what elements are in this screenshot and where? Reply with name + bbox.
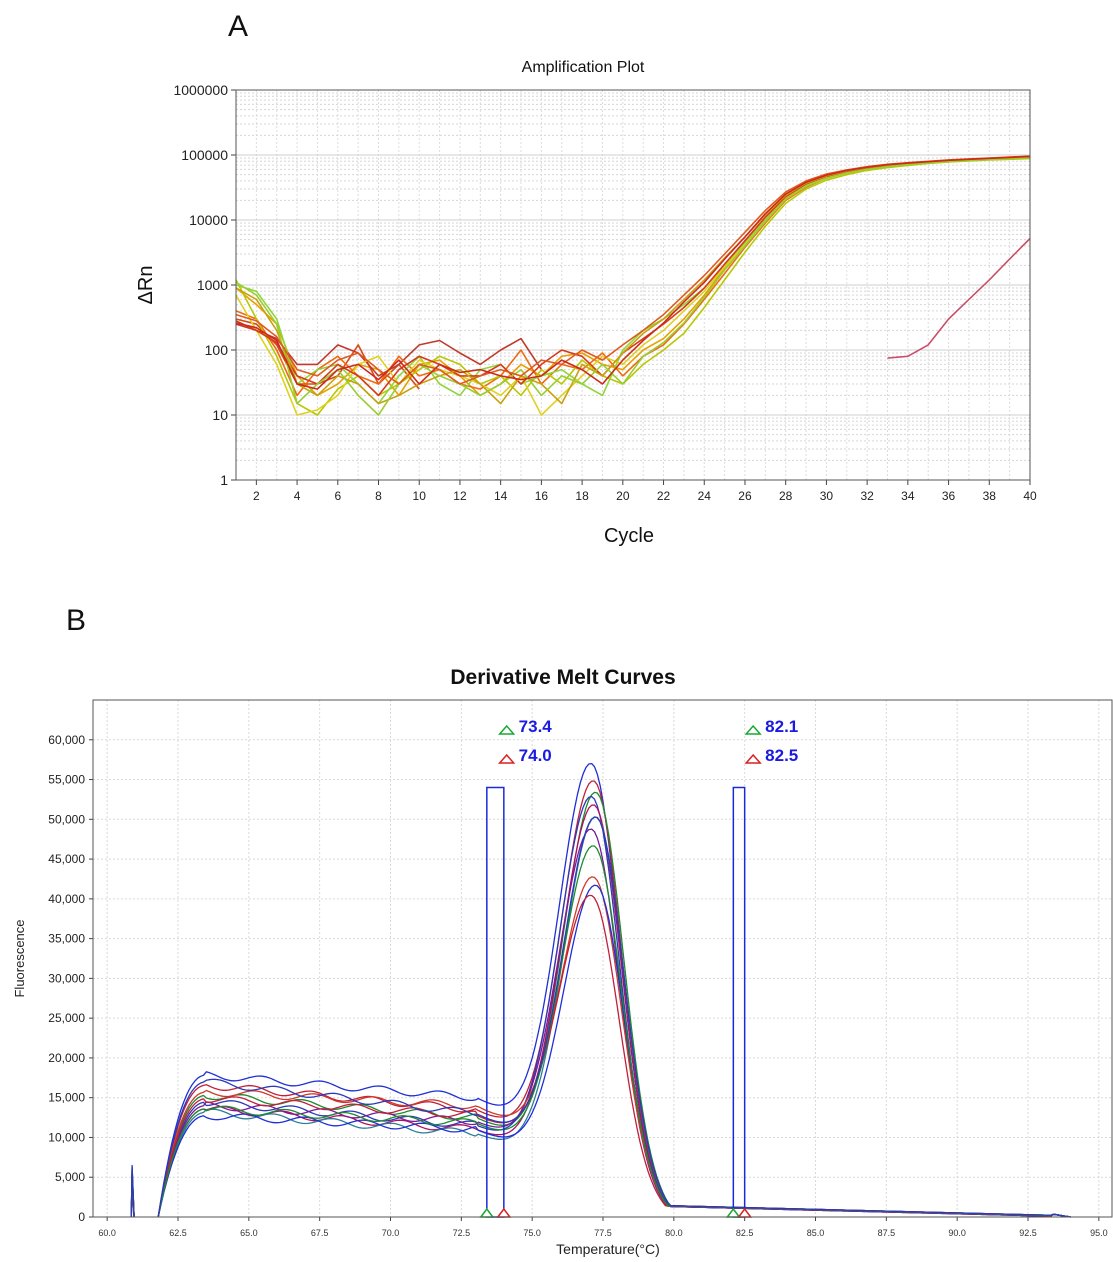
y-tick-label: 50,000 — [48, 812, 85, 826]
y-tick-label: 60,000 — [48, 733, 85, 747]
x-tick-label: 16 — [535, 489, 549, 503]
y-axis-label: ΔRn — [135, 266, 157, 305]
x-tick-label: 10 — [413, 489, 427, 503]
x-tick-label: 28 — [779, 489, 793, 503]
marker-label: 73.4 — [519, 717, 553, 736]
y-axis-label: Fluorescence — [12, 919, 27, 997]
y-tick-label: 45,000 — [48, 852, 85, 866]
marker-label: 82.5 — [765, 746, 798, 765]
plot-area — [93, 700, 1113, 1217]
y-tick-label: 1 — [220, 472, 228, 488]
x-tick-label: 20 — [616, 489, 630, 503]
y-tick-label: 15,000 — [48, 1091, 85, 1105]
x-tick-label: 60.0 — [98, 1228, 116, 1238]
x-tick-label: 26 — [738, 489, 752, 503]
x-tick-label: 82.5 — [736, 1228, 754, 1238]
x-tick-label: 75.0 — [523, 1228, 541, 1238]
x-tick-label: 8 — [375, 489, 382, 503]
x-axis-label: Temperature(°C) — [556, 1241, 660, 1257]
x-tick-label: 38 — [983, 489, 997, 503]
x-tick-label: 22 — [657, 489, 671, 503]
chart-title: Amplification Plot — [522, 59, 645, 76]
marker-triangle-icon — [744, 753, 762, 764]
series-line — [235, 157, 1031, 416]
derivative-melt-curves-plot: 60.0 62.5 65.0 67.5 70.0 72.5 75.0 77.5 80.0 82.5… — [12, 666, 1113, 1257]
x-tick-label: 34 — [901, 489, 915, 503]
y-tick-label: 100 — [205, 342, 229, 358]
marker-triangle-icon — [498, 753, 516, 764]
x-tick-label: 2 — [253, 489, 260, 503]
panel-b-letter: B — [66, 604, 87, 637]
y-tick-label: 25,000 — [48, 1011, 85, 1025]
x-tick-label: 6 — [334, 489, 341, 503]
melt-curve — [130, 816, 1071, 1218]
x-tick-label: 72.5 — [453, 1228, 471, 1238]
x-tick-label: 62.5 — [169, 1228, 187, 1238]
x-tick-label: 32 — [860, 489, 874, 503]
panel-a-letter: A — [228, 10, 249, 43]
y-tick-label: 40,000 — [48, 892, 85, 906]
series-line — [235, 155, 1031, 390]
x-axis-label: Cycle — [604, 525, 654, 547]
x-tick-label: 95.0 — [1090, 1228, 1108, 1238]
y-tick-label: 10,000 — [48, 1130, 85, 1144]
y-tick-label: 30,000 — [48, 971, 85, 985]
y-tick-label: 20,000 — [48, 1051, 85, 1065]
y-tick-label: 5,000 — [55, 1170, 85, 1184]
x-tick-label: 18 — [575, 489, 589, 503]
plot-frame — [235, 89, 1031, 481]
marker-label: 74.0 — [519, 746, 552, 765]
x-tick-label: 77.5 — [594, 1228, 612, 1238]
plot-frame — [92, 699, 1113, 1218]
x-tick-label: 67.5 — [311, 1228, 329, 1238]
x-tick-label: 4 — [294, 489, 301, 503]
y-tick-label: 1000000 — [173, 82, 228, 98]
series-line — [887, 237, 1031, 359]
x-tick-label: 65.0 — [240, 1228, 258, 1238]
x-tick-label: 90.0 — [948, 1228, 966, 1238]
marker-triangle-icon — [744, 724, 762, 735]
x-tick-label: 92.5 — [1019, 1228, 1037, 1238]
marker-triangle-icon — [498, 724, 516, 735]
x-tick-label: 30 — [820, 489, 834, 503]
y-tick-label: 1000 — [197, 277, 228, 293]
chart-title: Derivative Melt Curves — [450, 666, 675, 689]
y-tick-label: 55,000 — [48, 773, 85, 787]
x-tick-label: 24 — [698, 489, 712, 503]
x-tick-label: 12 — [453, 489, 467, 503]
y-tick-label: 35,000 — [48, 932, 85, 946]
y-tick-label: 100000 — [181, 147, 228, 163]
x-tick-label: 70.0 — [382, 1228, 400, 1238]
y-tick-label: 10 — [212, 407, 228, 423]
x-tick-label: 14 — [494, 489, 508, 503]
y-tick-label: 10000 — [189, 212, 228, 228]
marker-label: 82.1 — [765, 717, 798, 736]
x-tick-label: 36 — [942, 489, 956, 503]
x-tick-label: 85.0 — [807, 1228, 825, 1238]
x-tick-label: 87.5 — [878, 1228, 896, 1238]
x-tick-label: 80.0 — [665, 1228, 683, 1238]
y-tick-label: 0 — [78, 1210, 85, 1224]
x-tick-label: 40 — [1023, 489, 1037, 503]
